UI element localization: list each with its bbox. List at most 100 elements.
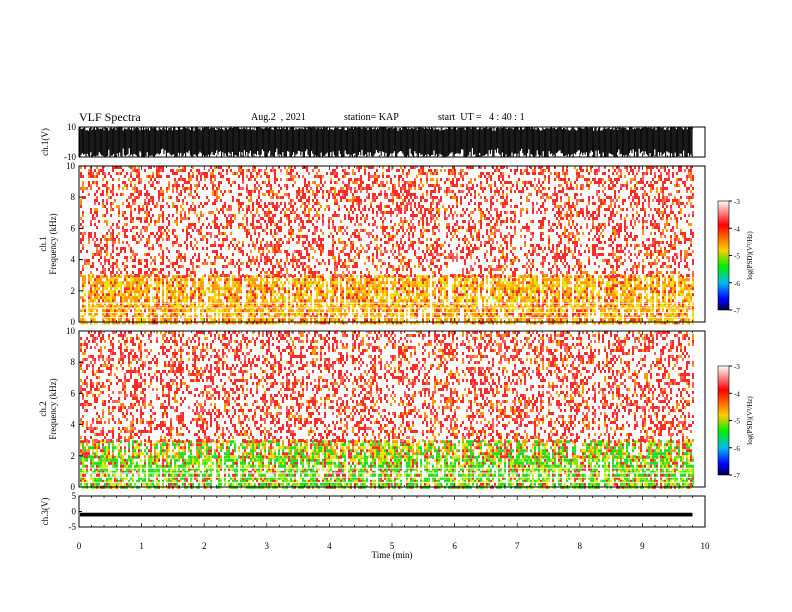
- ch1-spectrogram-cell: [240, 193, 242, 196]
- ch1-spectrogram-cell: [306, 299, 308, 302]
- ch1-spectrogram-cell: [214, 199, 216, 202]
- ch1-spectrogram-cell: [226, 208, 228, 211]
- ch1-spectrogram-cell: [140, 193, 142, 196]
- ch1-spectrogram-cell: [454, 287, 456, 290]
- ch1-spectrogram-cell: [456, 315, 458, 318]
- ch1-spectrogram-cell: [98, 299, 100, 302]
- ch1-spectrogram-cell: [148, 284, 150, 287]
- ch1-spectrogram-cell: [220, 299, 222, 302]
- ch1-spectrogram-cell: [144, 318, 146, 321]
- ch1-spectrogram-cell: [186, 284, 188, 287]
- ch1-spectrogram-cell: [238, 184, 240, 187]
- ch1-spectrogram-cell: [558, 281, 560, 284]
- ch1-spectrogram-cell: [578, 293, 580, 296]
- ch1-spectrogram-cell: [458, 281, 460, 284]
- ch1-spectrogram-cell: [320, 290, 322, 293]
- ch1-spectrogram-cell: [342, 299, 344, 302]
- ch1-spectrogram-cell: [604, 309, 606, 312]
- ch1-spectrogram-cell: [132, 315, 134, 318]
- ch1-spectrogram-cell: [646, 299, 648, 302]
- ch1-spectrogram-cell: [228, 208, 230, 211]
- ch1-spectrogram-cell: [496, 284, 498, 287]
- ch1-spectrogram-cell: [542, 284, 544, 287]
- ch1-spectrogram-cell: [154, 302, 156, 305]
- ch1-spectrogram-cell: [466, 309, 468, 312]
- ch1-spectrogram-cell: [128, 284, 130, 287]
- ch1-spectrogram-cell: [474, 287, 476, 290]
- ch1-spectrogram-cell: [114, 315, 116, 318]
- ch1-spectrogram-cell: [252, 278, 254, 281]
- ch1-spectrogram-cell: [552, 309, 554, 312]
- ch1-spectrogram-cell: [262, 296, 264, 299]
- ch1-spectrogram-cell: [170, 302, 172, 305]
- ch1-spectrogram-cell: [120, 172, 122, 175]
- ch1-spectrogram-cell: [168, 290, 170, 293]
- ch1-spectrogram-cell: [350, 287, 352, 290]
- ch1-spectrogram-cell: [108, 293, 110, 296]
- ch1-spectrogram-cell: [486, 309, 488, 312]
- ch1-spectrogram-cell: [432, 318, 434, 321]
- ch1-spectrogram-cell: [280, 293, 282, 296]
- ch1-spectrogram-cell: [176, 271, 178, 274]
- ch1-spectrogram-cell: [146, 302, 148, 305]
- ch1-spectrogram-cell: [110, 274, 112, 277]
- ch1-spectrogram-cell: [486, 281, 488, 284]
- ch1-spectrogram-cell: [252, 309, 254, 312]
- ch1-spectrogram-cell: [608, 281, 610, 284]
- ch1-spectrogram-cell: [112, 187, 114, 190]
- ch1-spectrogram-cell: [88, 262, 90, 265]
- ch1-spectrogram-cell: [82, 281, 84, 284]
- ch1-spectrogram-cell: [140, 302, 142, 305]
- ch1-spectrogram-cell: [244, 229, 246, 232]
- ch1-spectrogram-cell: [214, 175, 216, 178]
- ch1-spectrogram-cell: [192, 302, 194, 305]
- ch1-spectrogram-cell: [446, 296, 448, 299]
- ch1-spectrogram-cell: [256, 287, 258, 290]
- ch1-spectrogram-cell: [634, 281, 636, 284]
- ch1-spectrogram-cell: [460, 290, 462, 293]
- ch1-spectrogram-cell: [640, 318, 642, 321]
- ch1-spectrogram-cell: [108, 315, 110, 318]
- ch1-spectrogram-cell: [426, 302, 428, 305]
- ch1-spectrogram-cell: [132, 250, 134, 253]
- ch1-spectrogram-cell: [104, 238, 106, 241]
- ch1-spectrogram-cell: [352, 281, 354, 284]
- ch1-spectrogram-cell: [562, 293, 564, 296]
- ch1-spectrogram-cell: [218, 172, 220, 175]
- ch1-spectrogram-cell: [124, 229, 126, 232]
- ch1-spectrogram-cell: [246, 235, 248, 238]
- ch1-spectrogram-cell: [122, 299, 124, 302]
- ch1-spectrogram-cell: [136, 196, 138, 199]
- ch1-spectrogram-cell: [270, 287, 272, 290]
- ch1-spectrogram-cell: [200, 226, 202, 229]
- ch1-spectrogram-cell: [514, 287, 516, 290]
- ch1-spectrogram-cell: [554, 278, 556, 281]
- ch1-spectrogram-cell: [190, 290, 192, 293]
- ch1-spectrogram-cell: [194, 226, 196, 229]
- ch1-spectrogram-cell: [218, 278, 220, 281]
- ch1-spectrogram-cell: [172, 275, 174, 278]
- ch1-spectrogram-cell: [250, 211, 252, 214]
- ch1-spectrogram-cell: [336, 309, 338, 312]
- ch1-spectrogram-cell: [452, 309, 454, 312]
- ch1-spectrogram-cell: [586, 281, 588, 284]
- ch1-spectrogram-cell: [148, 287, 150, 290]
- ch1-spectrogram-cell: [132, 281, 134, 284]
- ch1-spectrogram-cell: [592, 284, 594, 287]
- ch1-spectrogram-cell: [622, 281, 624, 284]
- ch1-spectrogram-cell: [132, 226, 134, 229]
- ch1-spectrogram-cell: [162, 318, 164, 321]
- ch1-spectrogram-cell: [446, 290, 448, 293]
- ch1-spectrogram-cell: [304, 302, 306, 305]
- ch1-spectrogram-cell: [678, 281, 680, 284]
- ch1-spectrogram-cell: [182, 265, 184, 268]
- ch1-spectrogram-cell: [652, 293, 654, 296]
- ch1-spectrogram-cell: [90, 284, 92, 287]
- ch1-spectrogram-cell: [650, 290, 652, 293]
- ch1-spectrogram-cell: [190, 296, 192, 299]
- ch1-spectrogram-cell: [250, 175, 252, 178]
- ch1-spectrogram-cell: [614, 293, 616, 296]
- ch1-spectrogram-cell: [520, 281, 522, 284]
- ch1-spectrogram-cell: [206, 315, 208, 318]
- ch1-spectrogram-cell: [250, 296, 252, 299]
